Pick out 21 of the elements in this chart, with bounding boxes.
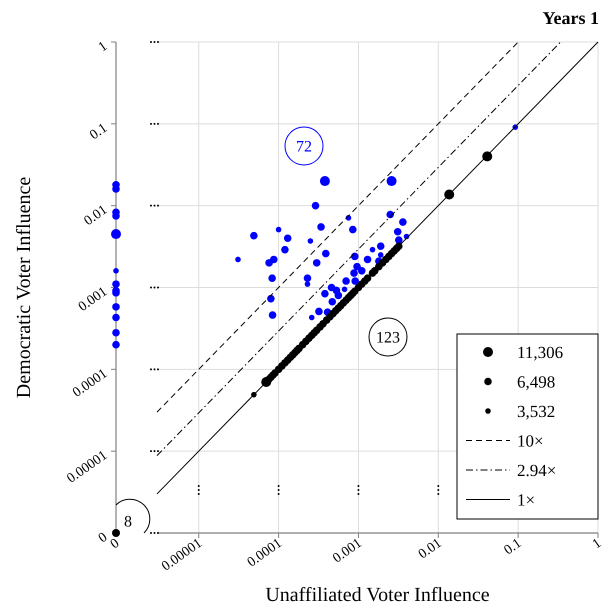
y-tick-label: 0.001 — [76, 284, 110, 315]
legend-label: 1× — [517, 490, 536, 510]
x-tick-label: 0 — [108, 536, 122, 552]
annotation: 8 — [124, 514, 132, 530]
legend-label: 3,532 — [517, 402, 556, 421]
y-tick-label: 1 — [96, 38, 110, 56]
legend-label: 10× — [517, 432, 544, 450]
x-tick-label: 1 — [590, 536, 603, 552]
chart-title: Years 1 — [542, 8, 599, 28]
legend-label: 11,306 — [517, 343, 564, 362]
x-axis-title: Unaffiliated Voter Influence — [265, 584, 490, 606]
annotation: 123 — [376, 330, 400, 346]
x-tick-label: 0.01 — [416, 536, 445, 562]
y-tick-label: 0.01 — [82, 202, 110, 229]
legend-label: 6,498 — [517, 372, 556, 392]
x-tick-label: 0.001 — [330, 536, 365, 566]
y-tick-label: 0.1 — [87, 120, 110, 144]
annotation: 72 — [296, 138, 312, 156]
y-axis-title: Democratic Voter Influence — [13, 176, 35, 398]
x-tick-label: 0.1 — [502, 536, 524, 558]
legend-label: 2.94× — [517, 461, 556, 480]
